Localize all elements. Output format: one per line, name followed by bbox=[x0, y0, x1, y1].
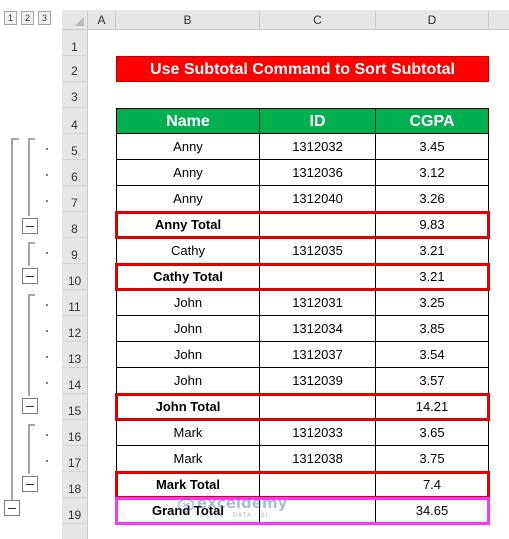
highlight-john-total bbox=[115, 393, 490, 421]
outline-level-3-button[interactable]: 3 bbox=[38, 11, 51, 25]
table-cell-id[interactable]: 1312040 bbox=[260, 186, 376, 212]
outline-detail-dot bbox=[46, 304, 48, 306]
table-cell-name[interactable]: John bbox=[116, 316, 260, 342]
watermark-tagline: EXCEL · DATA · BI bbox=[200, 512, 269, 519]
collapse-john-button[interactable] bbox=[22, 398, 38, 414]
outline-bracket-cathy bbox=[28, 242, 30, 266]
table-cell-id[interactable]: 1312031 bbox=[260, 290, 376, 316]
outline-level-1-button[interactable]: 1 bbox=[4, 11, 17, 25]
watermark-logo: exceldemy EXCEL · DATA · BI bbox=[178, 494, 328, 524]
outline-bracket-cap bbox=[28, 424, 35, 426]
table-cell-name[interactable]: John bbox=[116, 368, 260, 394]
select-all-triangle-icon bbox=[75, 17, 84, 26]
table-cell-cgpa[interactable]: 3.85 bbox=[376, 316, 489, 342]
table-cell-name[interactable]: John bbox=[116, 342, 260, 368]
row-header-2[interactable]: 2 bbox=[62, 56, 88, 82]
row-header-3[interactable]: 3 bbox=[62, 82, 88, 108]
row-header-1[interactable]: 1 bbox=[62, 30, 88, 56]
row-header-18[interactable]: 18 bbox=[62, 472, 88, 498]
row-header-17[interactable]: 17 bbox=[62, 446, 88, 472]
row-header-13[interactable]: 13 bbox=[62, 342, 88, 368]
watermark-brand: exceldemy bbox=[197, 494, 288, 512]
row-header-20-partial[interactable] bbox=[62, 524, 88, 539]
table-cell-name[interactable]: Mark bbox=[116, 420, 260, 446]
outline-bracket-cap bbox=[28, 138, 35, 140]
table-cell-cgpa[interactable]: 3.26 bbox=[376, 186, 489, 212]
row-header-16[interactable]: 16 bbox=[62, 420, 88, 446]
table-cell-cgpa[interactable]: 3.45 bbox=[376, 134, 489, 160]
row-header-15[interactable]: 15 bbox=[62, 394, 88, 420]
table-cell-id[interactable]: 1312033 bbox=[260, 420, 376, 446]
row-header-9[interactable]: 9 bbox=[62, 238, 88, 264]
table-cell-cgpa[interactable]: 3.12 bbox=[376, 160, 489, 186]
table-cell-cgpa[interactable]: 3.57 bbox=[376, 368, 489, 394]
row-header-19[interactable]: 19 bbox=[62, 498, 88, 524]
collapse-grand-total-button[interactable] bbox=[4, 500, 20, 516]
table-cell-cgpa[interactable]: 3.25 bbox=[376, 290, 489, 316]
table-cell-name[interactable]: Anny bbox=[116, 134, 260, 160]
table-cell-id[interactable]: 1312034 bbox=[260, 316, 376, 342]
row-header-8[interactable]: 8 bbox=[62, 212, 88, 238]
outline-bracket-cap bbox=[28, 294, 35, 296]
table-header-id: ID bbox=[260, 108, 376, 134]
table-cell-cgpa[interactable]: 3.65 bbox=[376, 420, 489, 446]
row-header-14[interactable]: 14 bbox=[62, 368, 88, 394]
row-header-11[interactable]: 11 bbox=[62, 290, 88, 316]
column-header-c[interactable]: C bbox=[260, 10, 376, 30]
table-cell-cgpa[interactable]: 3.21 bbox=[376, 238, 489, 264]
row-header-5[interactable]: 5 bbox=[62, 134, 88, 160]
table-cell-id[interactable]: 1312032 bbox=[260, 134, 376, 160]
row-header-10[interactable]: 10 bbox=[62, 264, 88, 290]
column-header-b[interactable]: B bbox=[116, 10, 260, 30]
outline-bracket-level-1 bbox=[11, 138, 13, 500]
outline-bracket-mark bbox=[28, 424, 30, 474]
table-cell-id[interactable]: 1312037 bbox=[260, 342, 376, 368]
outline-detail-dot bbox=[46, 382, 48, 384]
outline-bracket-cap bbox=[28, 242, 35, 244]
table-cell-cgpa[interactable]: 3.75 bbox=[376, 446, 489, 472]
table-cell-id[interactable]: 1312038 bbox=[260, 446, 376, 472]
table-cell-id[interactable]: 1312036 bbox=[260, 160, 376, 186]
collapse-cathy-button[interactable] bbox=[22, 268, 38, 284]
column-header-e-partial[interactable] bbox=[489, 10, 509, 30]
table-header-name: Name bbox=[116, 108, 260, 134]
exceldemy-logo-icon bbox=[178, 497, 194, 513]
sheet-title: Use Subtotal Command to Sort Subtotal bbox=[116, 56, 489, 82]
table-cell-name[interactable]: John bbox=[116, 290, 260, 316]
highlight-grand-total bbox=[115, 497, 490, 525]
outline-detail-dot bbox=[46, 148, 48, 150]
collapse-mark-button[interactable] bbox=[22, 476, 38, 492]
outline-bracket-anny bbox=[28, 138, 30, 216]
collapse-anny-button[interactable] bbox=[22, 218, 38, 234]
row-header-7[interactable]: 7 bbox=[62, 186, 88, 212]
row-header-4[interactable]: 4 bbox=[62, 108, 88, 134]
table-cell-name[interactable]: Anny bbox=[116, 160, 260, 186]
table-header-cgpa: CGPA bbox=[376, 108, 489, 134]
outline-detail-dot bbox=[46, 174, 48, 176]
outline-detail-dot bbox=[46, 252, 48, 254]
table-cell-id[interactable]: 1312039 bbox=[260, 368, 376, 394]
select-all-button[interactable] bbox=[62, 10, 88, 30]
row-header-12[interactable]: 12 bbox=[62, 316, 88, 342]
table-cell-name[interactable]: Mark bbox=[116, 446, 260, 472]
outline-bracket-cap bbox=[11, 138, 19, 140]
outline-detail-dot bbox=[46, 434, 48, 436]
outline-detail-dot bbox=[46, 460, 48, 462]
table-cell-id[interactable]: 1312035 bbox=[260, 238, 376, 264]
outline-detail-dot bbox=[46, 200, 48, 202]
row-header-6[interactable]: 6 bbox=[62, 160, 88, 186]
table-cell-name[interactable]: Cathy bbox=[116, 238, 260, 264]
column-header-d[interactable]: D bbox=[376, 10, 489, 30]
column-header-a[interactable]: A bbox=[88, 10, 116, 30]
outline-detail-dot bbox=[46, 330, 48, 332]
table-cell-cgpa[interactable]: 3.54 bbox=[376, 342, 489, 368]
highlight-anny-total bbox=[115, 211, 490, 239]
outline-level-2-button[interactable]: 2 bbox=[21, 11, 34, 25]
highlight-cathy-total bbox=[115, 263, 490, 291]
outline-detail-dot bbox=[46, 356, 48, 358]
outline-bracket-john bbox=[28, 294, 30, 396]
table-cell-name[interactable]: Anny bbox=[116, 186, 260, 212]
